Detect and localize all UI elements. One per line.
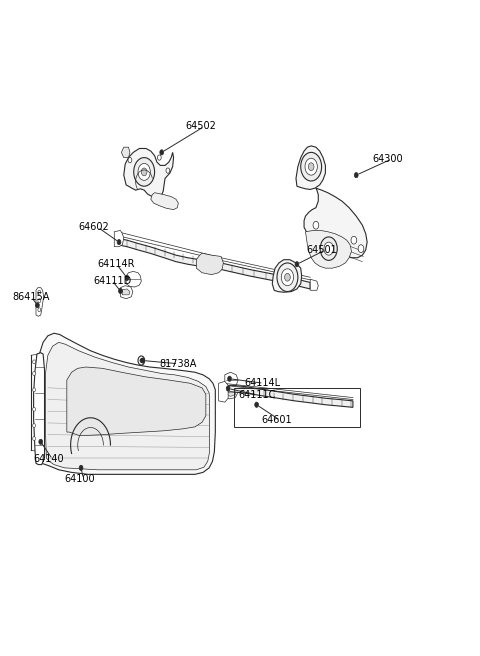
Circle shape	[157, 155, 161, 160]
Text: 64140: 64140	[34, 455, 64, 464]
Text: 86415A: 86415A	[12, 292, 49, 302]
Circle shape	[36, 302, 39, 308]
Text: 64300: 64300	[373, 154, 404, 164]
Polygon shape	[34, 353, 45, 464]
Polygon shape	[120, 286, 133, 298]
Polygon shape	[122, 289, 130, 295]
Circle shape	[33, 360, 36, 364]
Circle shape	[38, 290, 41, 294]
Polygon shape	[126, 272, 141, 287]
Polygon shape	[118, 238, 221, 270]
Circle shape	[140, 359, 143, 363]
Circle shape	[255, 402, 259, 407]
Polygon shape	[222, 385, 353, 407]
Circle shape	[119, 289, 122, 293]
Circle shape	[33, 388, 36, 392]
Circle shape	[305, 158, 317, 175]
Circle shape	[358, 245, 364, 253]
Polygon shape	[124, 148, 174, 197]
Circle shape	[295, 262, 299, 267]
Circle shape	[160, 150, 164, 155]
Polygon shape	[272, 260, 301, 292]
Circle shape	[228, 376, 231, 381]
Circle shape	[33, 371, 36, 375]
Circle shape	[301, 152, 322, 181]
Circle shape	[354, 173, 358, 178]
Circle shape	[324, 242, 334, 255]
Polygon shape	[225, 386, 238, 399]
Circle shape	[138, 163, 150, 180]
Circle shape	[79, 465, 83, 470]
Circle shape	[39, 440, 43, 444]
Circle shape	[351, 236, 357, 244]
Circle shape	[134, 157, 155, 186]
Text: 64111C: 64111C	[239, 390, 276, 400]
Polygon shape	[37, 333, 216, 474]
Polygon shape	[310, 279, 318, 290]
Circle shape	[141, 358, 144, 363]
Polygon shape	[114, 230, 124, 247]
Polygon shape	[67, 367, 206, 436]
Polygon shape	[221, 263, 310, 289]
Polygon shape	[121, 147, 130, 157]
Circle shape	[33, 437, 36, 441]
Text: 64111D: 64111D	[93, 276, 131, 285]
Circle shape	[277, 263, 298, 291]
Text: 64602: 64602	[79, 222, 109, 232]
Text: 64100: 64100	[64, 474, 95, 484]
Circle shape	[125, 276, 129, 281]
Circle shape	[166, 168, 170, 173]
Circle shape	[281, 269, 294, 286]
Polygon shape	[151, 193, 179, 210]
Text: 64114R: 64114R	[97, 259, 135, 269]
Circle shape	[226, 386, 230, 391]
Polygon shape	[36, 288, 44, 316]
Polygon shape	[304, 188, 367, 258]
Circle shape	[285, 274, 290, 281]
Polygon shape	[219, 381, 228, 402]
Polygon shape	[225, 372, 238, 388]
Circle shape	[320, 237, 337, 260]
Text: 81738A: 81738A	[159, 359, 197, 369]
Circle shape	[33, 424, 36, 428]
Circle shape	[38, 298, 41, 302]
Circle shape	[117, 239, 121, 245]
Polygon shape	[196, 253, 223, 275]
Circle shape	[33, 407, 36, 411]
Polygon shape	[305, 230, 351, 268]
Text: 64502: 64502	[185, 121, 216, 131]
Text: 64501: 64501	[306, 245, 337, 255]
Polygon shape	[296, 146, 325, 190]
Circle shape	[128, 157, 132, 163]
Circle shape	[308, 163, 314, 171]
Polygon shape	[46, 342, 210, 470]
Circle shape	[313, 221, 319, 229]
Circle shape	[38, 308, 41, 312]
Text: 64601: 64601	[261, 415, 292, 425]
Polygon shape	[227, 388, 235, 396]
Circle shape	[141, 168, 147, 176]
Text: 64114L: 64114L	[245, 379, 281, 388]
Circle shape	[138, 356, 144, 365]
